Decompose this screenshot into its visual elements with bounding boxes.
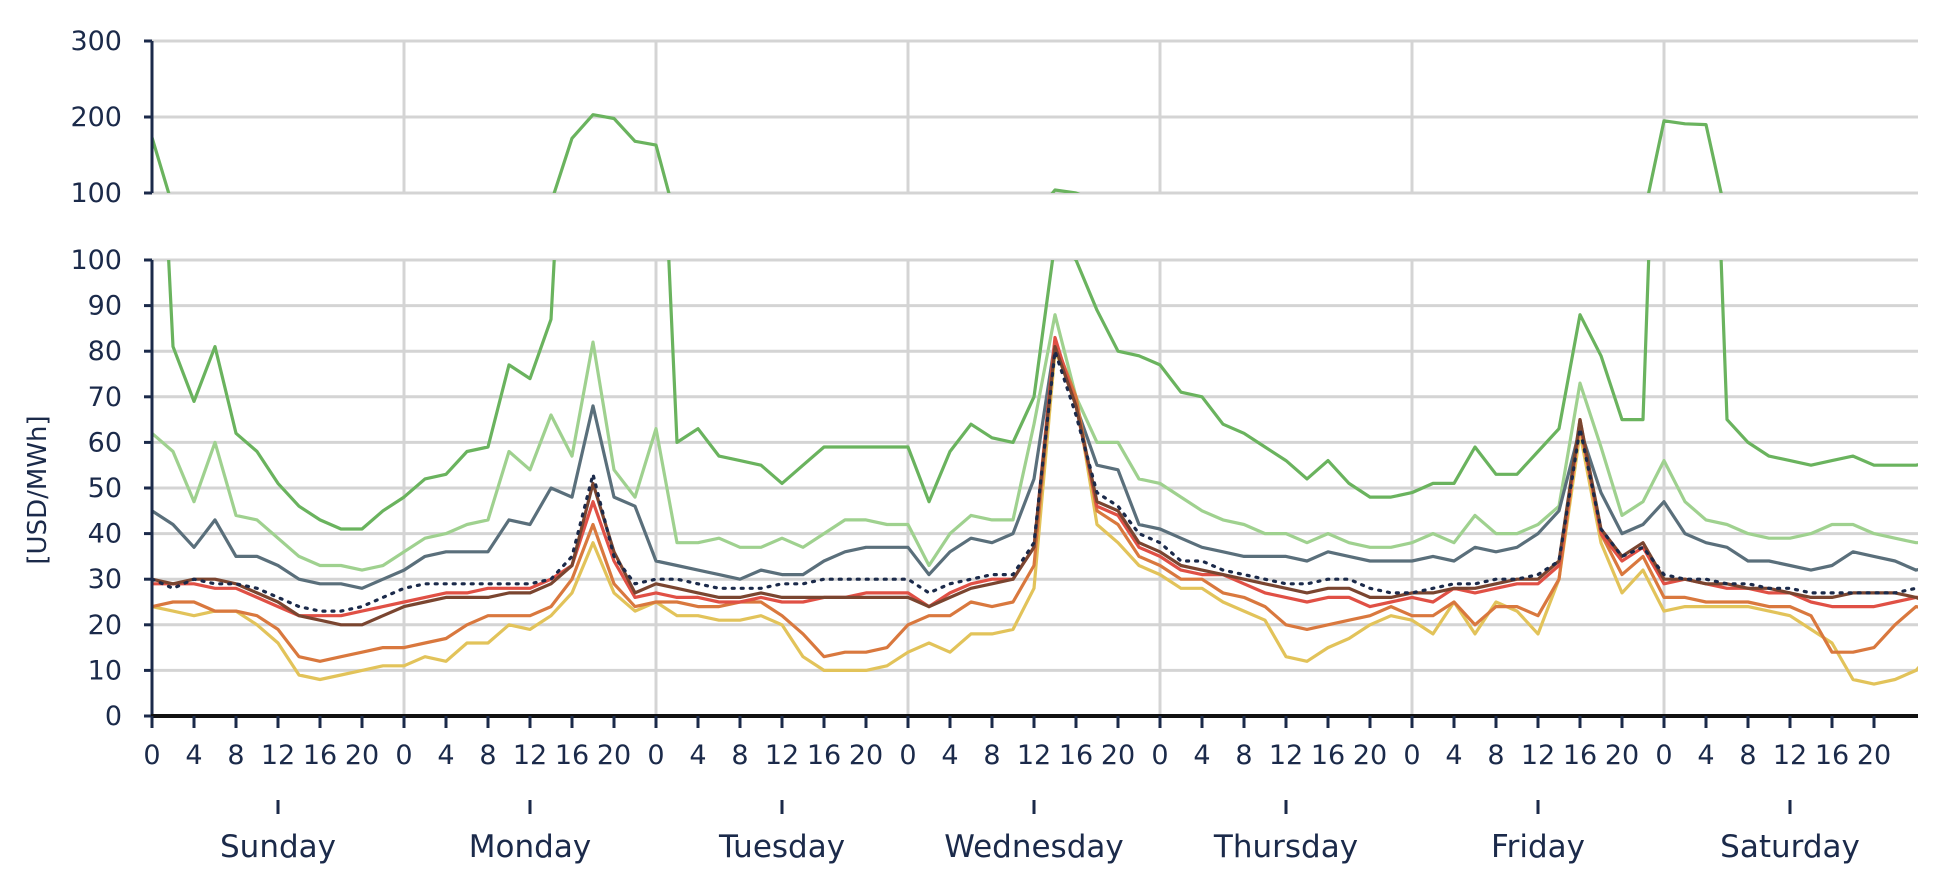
series-line-upper-2 <box>152 113 1936 247</box>
x-tick-label: 8 <box>1739 740 1756 771</box>
y-tick-label: 90 <box>88 291 122 322</box>
x-tick-label: 12 <box>1269 740 1303 771</box>
series-line-1 <box>167 260 1918 531</box>
x-tick-label: 12 <box>261 740 295 771</box>
x-tick-label: 0 <box>1655 740 1672 771</box>
series-line-upper-7 <box>152 195 1936 254</box>
series-line-6 <box>152 335 1918 618</box>
series-line-upper-5 <box>152 201 1936 260</box>
x-tick-label: 20 <box>345 740 379 771</box>
series-line-upper-4 <box>152 197 1936 264</box>
series-line-upper-1 <box>152 113 1723 193</box>
x-tick-label: 8 <box>731 740 748 771</box>
day-label: Monday <box>469 829 591 865</box>
series-line-5 <box>152 340 1918 663</box>
x-tick-label: 0 <box>1151 740 1168 771</box>
x-tick-label: 16 <box>1815 740 1849 771</box>
day-label: Friday <box>1491 829 1585 865</box>
series-line-upper-6 <box>152 201 1936 253</box>
y-tick-label: 60 <box>88 427 122 458</box>
x-tick-label: 4 <box>1193 740 1210 771</box>
x-tick-label: 20 <box>597 740 631 771</box>
x-tick-label: 16 <box>1563 740 1597 771</box>
x-tick-label: 16 <box>303 740 337 771</box>
x-tick-label: 12 <box>1017 740 1051 771</box>
x-tick-label: 4 <box>185 740 202 771</box>
x-tick-label: 0 <box>143 740 160 771</box>
series-lines <box>152 113 1936 686</box>
y-tick-label: 300 <box>70 26 122 57</box>
y-tick-label: 50 <box>88 473 122 504</box>
day-label: Tuesday <box>718 829 845 865</box>
x-tick-label: 16 <box>1311 740 1345 771</box>
y-tick-label: 40 <box>88 519 122 550</box>
day-label: Saturday <box>1720 829 1860 865</box>
x-tick-label: 0 <box>899 740 916 771</box>
x-tick-label: 16 <box>807 740 841 771</box>
x-tick-label: 12 <box>1773 740 1807 771</box>
x-tick-label: 0 <box>395 740 412 771</box>
x-tick-label: 16 <box>1059 740 1093 771</box>
y-axis-label: [USD/MWh] <box>23 415 53 564</box>
lower-panel-lines <box>152 260 1918 686</box>
y-tick-label: 200 <box>70 102 122 133</box>
x-tick-label: 4 <box>689 740 706 771</box>
x-tick-label: 8 <box>1487 740 1504 771</box>
y-tick-label: 10 <box>88 655 122 686</box>
x-tick-label: 4 <box>941 740 958 771</box>
x-tick-label: 4 <box>1445 740 1462 771</box>
x-tick-label: 12 <box>1521 740 1555 771</box>
y-tick-label: 30 <box>88 564 122 595</box>
x-tick-label: 0 <box>1403 740 1420 771</box>
x-tick-label: 0 <box>647 740 664 771</box>
axes <box>144 39 1918 814</box>
gridlines <box>152 39 1918 718</box>
x-tick-label: 20 <box>849 740 883 771</box>
x-tick-label: 12 <box>513 740 547 771</box>
day-label: Sunday <box>220 829 336 865</box>
x-tick-label: 8 <box>227 740 244 771</box>
y-tick-label: 20 <box>88 610 122 641</box>
x-tick-label: 20 <box>1353 740 1387 771</box>
y-tick-label: 100 <box>70 178 122 209</box>
series-line-4 <box>152 349 1918 686</box>
series-line-2 <box>152 313 1918 572</box>
y-tick-label: 80 <box>88 336 122 367</box>
x-tick-label: 20 <box>1605 740 1639 771</box>
upper-panel-lines <box>152 113 1936 268</box>
x-tick-label: 20 <box>1857 740 1891 771</box>
y-tick-label: 0 <box>105 701 122 732</box>
series-line-3 <box>152 340 1918 590</box>
day-label: Wednesday <box>944 829 1123 865</box>
x-tick-label: 12 <box>765 740 799 771</box>
day-label: Thursday <box>1213 829 1358 865</box>
y-tick-label: 70 <box>88 382 122 413</box>
x-tick-label: 20 <box>1101 740 1135 771</box>
series-line-8 <box>152 349 1918 613</box>
x-tick-label: 8 <box>983 740 1000 771</box>
x-tick-label: 8 <box>1235 740 1252 771</box>
y-tick-label: 100 <box>70 245 122 276</box>
x-tick-label: 16 <box>555 740 589 771</box>
x-tick-label: 8 <box>479 740 496 771</box>
x-tick-label: 4 <box>1697 740 1714 771</box>
series-line-upper-8 <box>152 193 1936 268</box>
x-tick-label: 4 <box>437 740 454 771</box>
